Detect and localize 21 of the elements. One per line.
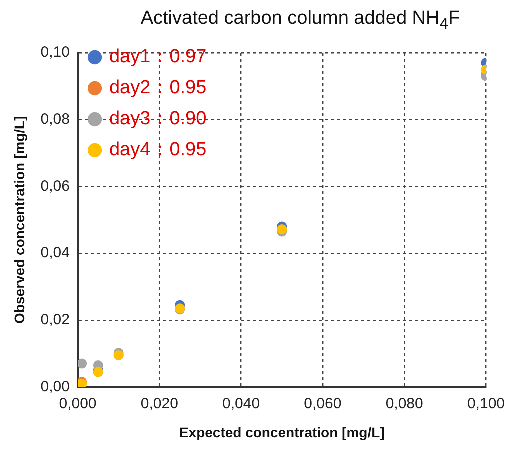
y-tick-label: 0,00 — [40, 378, 70, 396]
x-axis-title: Expected concentration [mg/L] — [179, 424, 385, 440]
x-tick-label: 0,000 — [59, 395, 97, 412]
x-tick-label: 0,080 — [386, 395, 424, 412]
x-tick-label: 0,040 — [222, 395, 260, 412]
y-tick-label: 0,08 — [40, 110, 70, 128]
x-tick-label: 0,100 — [467, 395, 506, 412]
point — [277, 224, 288, 234]
legend-label: day4：0.95 — [109, 140, 207, 161]
chart-title: Activated carbon column added NH$_{4}$F — [140, 8, 462, 34]
legend-label: day3：0.90 — [109, 108, 207, 130]
legend-label: day2：0.95 — [109, 78, 207, 99]
y-tick-label: 0,10 — [40, 44, 70, 61]
point — [78, 358, 88, 369]
y-tick-label: 0,04 — [40, 244, 70, 262]
x-tick-label: 0,060 — [304, 395, 342, 412]
y-axis-title: Observed concentration [mg/L] — [11, 116, 28, 324]
y-tick-label: 0,02 — [40, 311, 70, 328]
x-tick-label: 0,020 — [140, 395, 178, 412]
legend-label: day1：0.97 — [109, 46, 207, 68]
y-tick-label: 0,06 — [40, 178, 70, 195]
